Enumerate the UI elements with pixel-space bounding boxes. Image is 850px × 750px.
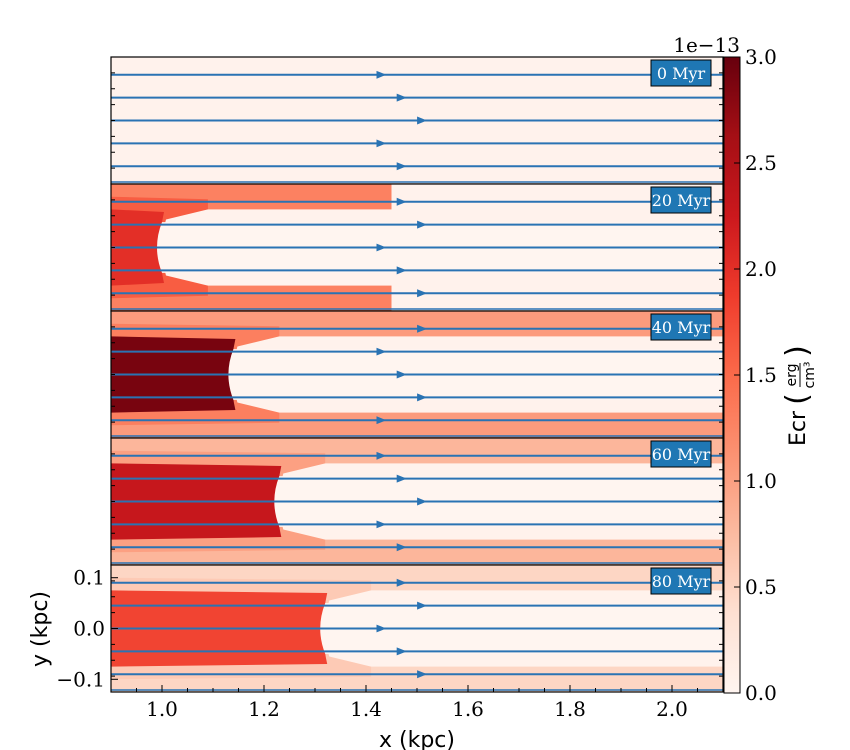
panel-4: 80 Myr [110, 564, 724, 693]
panel-2: 40 Myr [110, 310, 724, 439]
panel-field [111, 565, 723, 692]
panel-field [111, 57, 723, 184]
x-axis-title: x (kpc) [379, 728, 455, 750]
time-label-box [650, 440, 712, 468]
time-label-box [650, 313, 712, 341]
colorbar-unit-paren-close: ) [780, 345, 815, 357]
colorbar-tick-label: 1.0 [745, 469, 777, 493]
x-tick-label: 1.8 [554, 697, 586, 721]
panel-field [111, 438, 723, 565]
x-axis: 1.0 1.2 1.4 1.6 1.8 2.0 [110, 685, 724, 721]
colorbar-title: Ecr ( erg cm³ ) [780, 345, 818, 446]
colorbar-tick-label: 0.5 [745, 575, 777, 599]
panel-1: 20 Myr [110, 183, 724, 312]
colorbar-unit-numerator: erg [784, 363, 800, 386]
colorbar-unit-denominator: cm³ [802, 362, 818, 389]
y-tick-label: 0.1 [73, 566, 105, 590]
colorbar: 1e−13 0.0 0.5 1.0 1.5 2.0 2.5 3.0 Ecr ( erg cm… [673, 33, 818, 705]
time-label-box [650, 59, 712, 87]
colorbar-ticks: 0.0 0.5 1.0 1.5 2.0 2.5 3.0 [734, 45, 777, 705]
colorbar-tick-label: 3.0 [745, 45, 777, 69]
y-axis-title: y (kpc) [28, 591, 53, 667]
panel-3: 60 Myr [110, 437, 724, 566]
x-tick-label: 1.6 [452, 697, 484, 721]
panel-field [111, 311, 723, 438]
colorbar-tick-label: 0.0 [745, 681, 777, 705]
colorbar-label: Ecr [786, 410, 811, 446]
y-tick-label: 0.0 [73, 617, 105, 641]
panels-group: 0 Myr 20 Myr 40 Myr 60 Myr 80 Myr [110, 56, 724, 693]
time-label-box [650, 567, 712, 595]
colorbar-tick-label: 2.0 [745, 257, 777, 281]
colorbar-tick-label: 1.5 [745, 363, 777, 387]
y-tick-label: −0.1 [56, 667, 105, 691]
colorbar-tick-label: 2.5 [745, 151, 777, 175]
colorbar-unit-paren-open: ( [780, 393, 815, 405]
x-tick-label: 2.0 [656, 697, 688, 721]
x-tick-label: 1.0 [146, 697, 178, 721]
time-label: 0 Myr [657, 64, 706, 83]
x-tick-label: 1.2 [248, 697, 280, 721]
time-label: 60 Myr [652, 445, 711, 464]
time-label-box [650, 186, 712, 214]
colorbar-multiplier: 1e−13 [673, 33, 740, 57]
x-tick-label: 1.4 [350, 697, 382, 721]
y-axis: 0.1 0.0 −0.1 [56, 566, 118, 691]
panel-field [111, 184, 723, 311]
time-label: 80 Myr [652, 572, 711, 591]
time-label: 40 Myr [652, 318, 711, 337]
panel-0: 0 Myr [110, 56, 724, 185]
time-label: 20 Myr [652, 191, 711, 210]
